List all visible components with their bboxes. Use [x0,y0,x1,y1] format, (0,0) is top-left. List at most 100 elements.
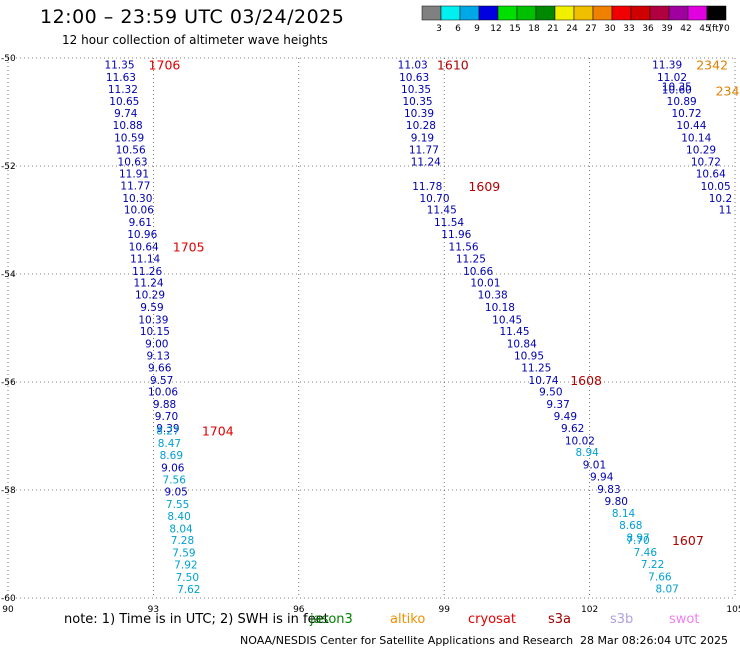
legend-tick-label: 30 [604,24,616,34]
x-tick-label: 99 [438,605,450,615]
wave-height-point: 10.35 [401,84,431,96]
legend-swatch [630,5,651,21]
wave-height-point: 11.03 [398,59,428,71]
legend-swatch [611,5,632,21]
legend-tick-label: 18 [528,24,540,34]
legend-swatch [478,5,499,21]
wave-height-point: 10.96 [127,229,157,241]
wave-height-point: 10.63 [118,157,148,169]
wave-height-point: 11.26 [132,266,162,278]
x-tick-label: 102 [581,605,598,615]
legend-tick-label: 70 [718,24,730,34]
wave-height-point: 10.2 [709,193,732,205]
wave-height-point: 10.64 [696,169,726,181]
wave-height-point: 11.25 [456,253,486,265]
wave-height-point: 10.89 [667,96,697,108]
wave-height-point: 11.24 [411,157,441,169]
wave-height-point: 7.46 [634,547,658,559]
wave-height-point: 10.72 [672,108,702,120]
wave-height-point: 9.01 [583,460,606,472]
legend-swatch [440,5,461,21]
x-tick-label: 93 [148,605,159,615]
wave-height-point: 7.56 [163,475,187,487]
color-scale-legend: 3 6 9 12 15 18 21 24 27 30 33 36 39 42 45 70(ft) [421,5,730,34]
wave-height-point: 10.44 [676,120,706,132]
legend-swatch [535,5,556,21]
data-points: 11.3511.6311.3210.659.7410.8810.5910.561… [104,57,740,595]
wave-height-point: 10.66 [463,266,493,278]
y-tick-label: -58 [1,486,16,496]
x-tick-label: 105 [726,605,740,615]
wave-height-point: 10.45 [492,314,522,326]
wave-height-point: 11.96 [441,229,471,241]
legend-swatch [497,5,518,21]
wave-height-point: 9.74 [114,108,138,120]
wave-height-point: 10.84 [507,339,537,351]
y-tick-label: -60 [1,594,16,604]
wave-height-point: 8.68 [619,520,642,532]
wave-height-point: 11.32 [108,84,138,96]
wave-height-point: 10.88 [113,120,143,132]
wave-height-point: 11.63 [106,72,136,84]
wave-height-point: 11.77 [409,144,439,156]
sat-altiko: altiko [390,612,426,627]
wave-height-point: 7.92 [174,560,197,572]
legend-swatch [687,5,708,21]
legend-swatch [554,5,575,21]
legend-tick-label: 12 [490,24,501,34]
y-tick-label: -52 [1,162,16,172]
wave-height-point: 10.35 [662,82,692,94]
wave-height-point: 9.39 [156,423,179,435]
pass-time-label: 1607 [672,533,704,548]
legend-swatch [592,5,613,21]
pass-time-label: 1706 [149,57,181,72]
wave-height-point: 11.35 [104,59,134,71]
wave-height-point: 11 [719,205,732,217]
wave-height-point: 10.29 [686,144,716,156]
y-tick-label: -54 [1,270,16,280]
note-text: note: 1) Time is in UTC; 2) SWH is in fe… [64,612,329,627]
wave-height-point: 9.37 [546,399,569,411]
wave-height-point: 7.22 [641,559,664,571]
wave-height-point: 10.18 [485,302,515,314]
legend-tick-label: 27 [585,24,596,34]
wave-height-point: 9.05 [164,487,187,499]
footer-credit: NOAA/NESDIS Center for Satellite Applica… [240,634,574,647]
wave-height-point: 7.66 [648,571,672,583]
wave-height-point: 10.15 [140,326,170,338]
wave-height-point: 10.59 [114,132,144,144]
wave-height-point: 9.59 [140,302,163,314]
wave-height-point: 10.70 [419,193,449,205]
sat-jason3: jason3 [310,612,353,627]
pass-time-label: 1609 [468,179,500,194]
wave-height-point: 9.00 [145,339,168,351]
wave-height-point: 10.29 [135,290,165,302]
wave-height-point: 9.50 [539,387,562,399]
legend-tick-label: 9 [474,24,480,34]
x-tick-label: 96 [293,605,305,615]
wave-height-point: 10.63 [399,72,429,84]
wave-height-point: 10.39 [138,314,168,326]
sat-cryosat: cryosat [468,612,516,627]
wave-height-point: 11.14 [130,253,160,265]
wave-height-point: 9.80 [605,496,628,508]
wave-height-point: 10.01 [470,278,500,290]
wave-height-point: 10.64 [129,241,159,253]
wave-height-point: 9.66 [148,362,172,374]
wave-height-point: 10.38 [478,290,508,302]
wave-height-point: 11.45 [427,205,457,217]
y-tick-label: -56 [1,378,16,388]
sat-swot: swot [669,612,700,627]
wave-height-point: 10.65 [109,96,139,108]
legend-tick-label: 36 [642,24,654,34]
y-tick-label: -50 [1,54,16,64]
legend-tick-label: 24 [566,24,578,34]
wave-height-point: 8.14 [612,508,636,520]
wave-height-point: 11.54 [434,217,464,229]
wave-height-point: 10.74 [529,375,559,387]
pass-time-label: 1704 [202,424,234,439]
wave-height-point: 8.27 [156,426,179,438]
chart-title: 12:00 – 23:59 UTC 03/24/2025 [40,6,345,28]
wave-height-point: 9.19 [411,132,434,144]
wave-height-point: 11.39 [652,59,682,71]
